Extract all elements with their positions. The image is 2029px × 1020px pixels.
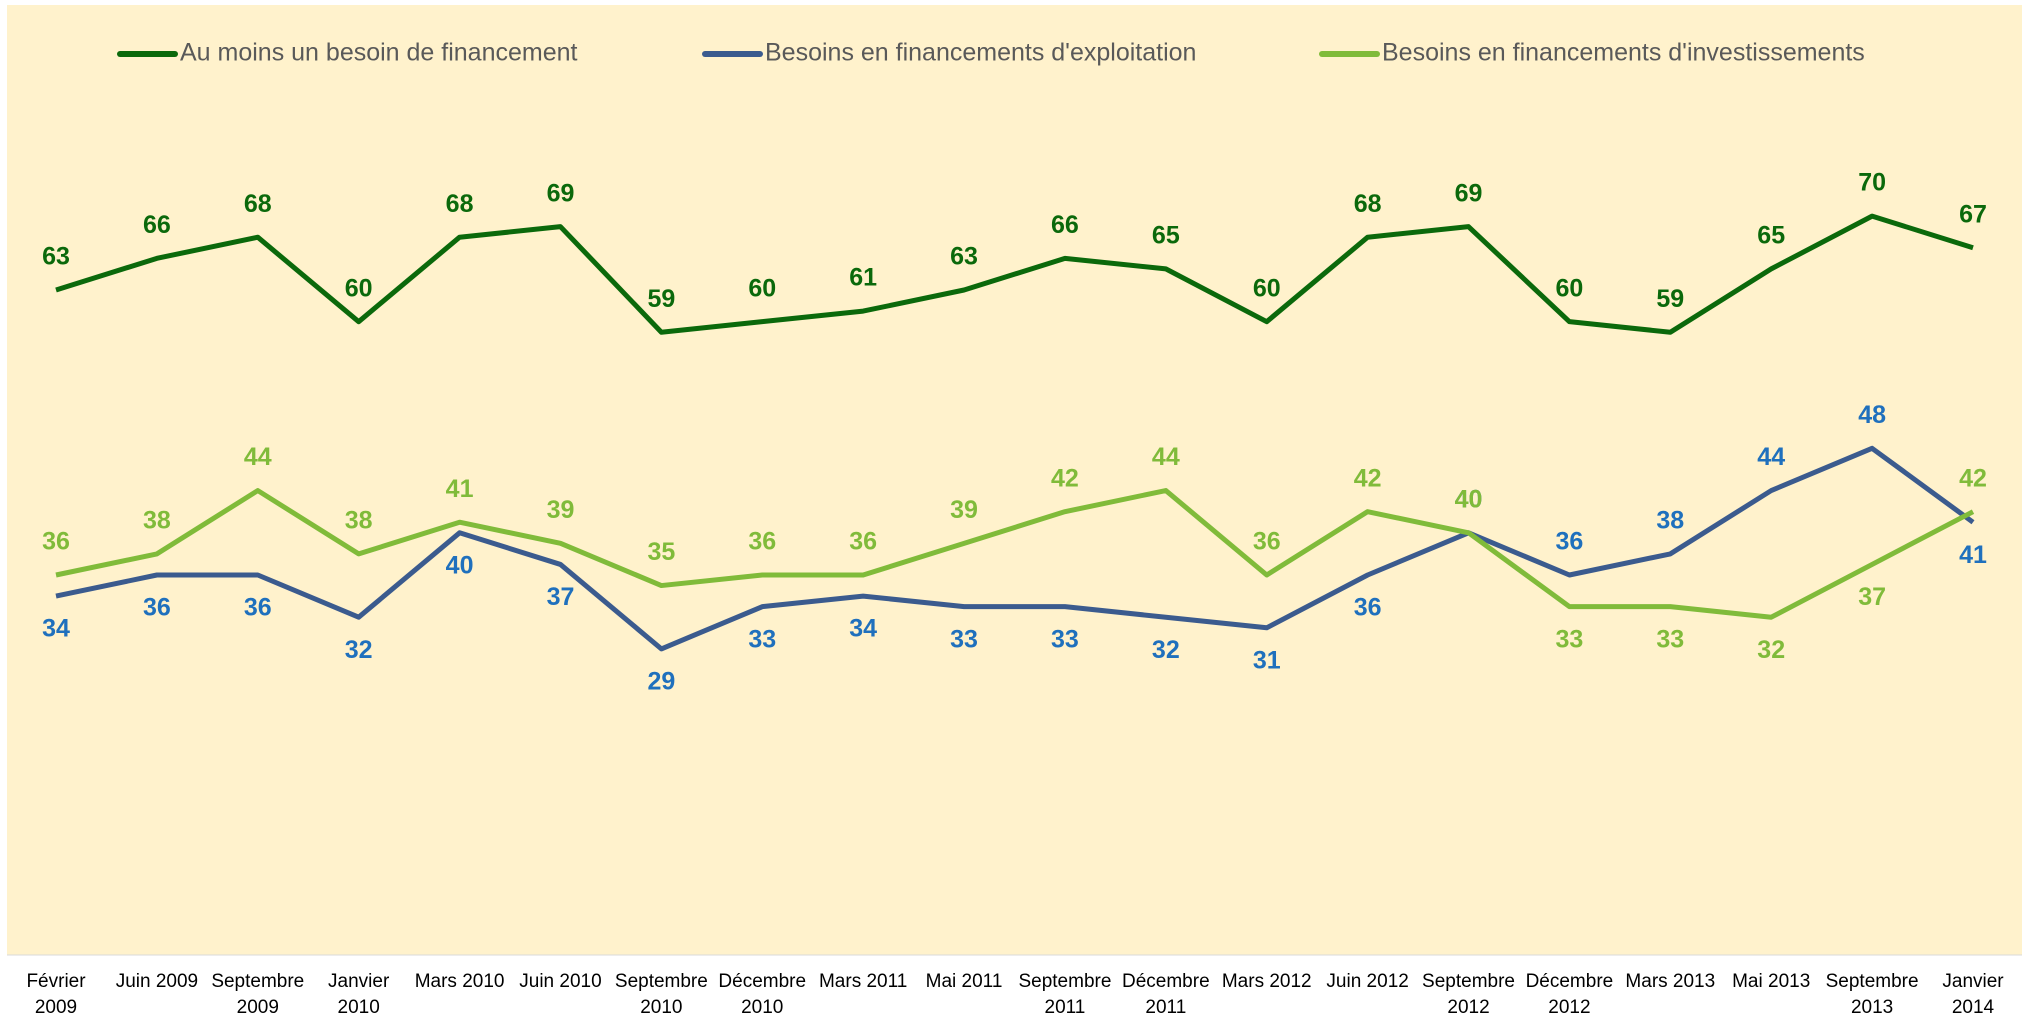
x-tick-label: Septembre 2012 <box>1422 971 1515 1018</box>
data-label: 38 <box>143 506 171 534</box>
data-label: 69 <box>547 179 575 207</box>
data-label: 44 <box>244 443 272 471</box>
data-label: 33 <box>748 625 776 653</box>
data-label: 66 <box>1051 211 1079 239</box>
data-label: 60 <box>345 274 373 302</box>
data-label: 33 <box>1656 625 1684 653</box>
data-label: 68 <box>244 190 272 218</box>
x-tick-label: Juin 2010 <box>519 971 601 992</box>
data-label: 60 <box>1253 274 1281 302</box>
x-tick-label: Juin 2009 <box>116 971 198 992</box>
data-label: 36 <box>143 594 171 622</box>
x-tick-label: Février 2009 <box>26 971 86 1018</box>
data-label: 32 <box>345 636 373 664</box>
data-label: 36 <box>1556 528 1584 556</box>
data-label: 59 <box>647 285 675 313</box>
data-label: 31 <box>1253 646 1281 674</box>
data-label: 34 <box>849 615 877 643</box>
data-label: 40 <box>446 551 474 579</box>
data-label: 68 <box>446 190 474 218</box>
data-label: 41 <box>446 475 474 503</box>
data-label: 36 <box>1253 528 1281 556</box>
data-label: 33 <box>1051 625 1079 653</box>
data-label: 42 <box>1959 464 1987 492</box>
data-label: 39 <box>547 496 575 524</box>
x-tick-label: Mai 2011 <box>926 971 1003 992</box>
data-label: 65 <box>1757 221 1785 249</box>
legend-label: Besoins en financements d'exploitation <box>765 39 1196 67</box>
x-tick-label: Mars 2011 <box>819 971 907 992</box>
data-label: 37 <box>547 583 575 611</box>
x-tick-label: Décembre 2010 <box>718 971 806 1018</box>
x-tick-label: Septembre 2011 <box>1018 971 1111 1018</box>
data-label: 33 <box>950 625 978 653</box>
series-line <box>55 213 1974 335</box>
data-label: 32 <box>1152 636 1180 664</box>
data-label: 68 <box>1354 190 1382 218</box>
data-label: 41 <box>1959 541 1987 569</box>
x-tick-label: Septembre 2009 <box>211 971 304 1018</box>
x-tick-label: Septembre 2013 <box>1826 971 1919 1018</box>
legend-label: Besoins en financements d'investissement… <box>1382 39 1865 67</box>
data-label: 40 <box>1455 485 1483 513</box>
x-tick-label: Décembre 2012 <box>1526 971 1614 1018</box>
x-tick-label: Septembre 2010 <box>615 971 708 1018</box>
data-label: 44 <box>1152 443 1180 471</box>
series-line <box>55 445 1975 652</box>
data-label: 36 <box>849 528 877 556</box>
data-label: 38 <box>1656 506 1684 534</box>
data-label: 36 <box>244 594 272 622</box>
x-tick-label: Décembre 2011 <box>1122 971 1210 1018</box>
x-tick-label: Mars 2010 <box>415 971 505 992</box>
data-label: 34 <box>42 615 70 643</box>
data-label: 65 <box>1152 221 1180 249</box>
data-label: 59 <box>1656 285 1684 313</box>
x-tick-label: Mai 2013 <box>1732 971 1810 992</box>
data-label: 32 <box>1757 636 1785 664</box>
x-tick-label: Juin 2012 <box>1326 971 1408 992</box>
data-label: 39 <box>950 496 978 524</box>
data-label: 35 <box>647 538 675 566</box>
data-label: 36 <box>748 528 776 556</box>
data-label: 67 <box>1959 200 1987 228</box>
data-label: 66 <box>143 211 171 239</box>
x-tick-label: Mars 2013 <box>1625 971 1715 992</box>
legend-label: Au moins un besoin de financement <box>180 39 578 67</box>
data-label: 63 <box>42 243 70 271</box>
data-label: 69 <box>1455 179 1483 207</box>
data-label: 60 <box>748 274 776 302</box>
data-label: 40 <box>1455 485 1483 513</box>
data-label: 61 <box>849 264 877 292</box>
data-label: 37 <box>1858 583 1886 611</box>
data-label: 33 <box>1556 625 1584 653</box>
data-label: 36 <box>42 528 70 556</box>
data-label: 36 <box>1354 594 1382 622</box>
data-label: 44 <box>1757 443 1785 471</box>
data-label: 63 <box>950 243 978 271</box>
data-label: 48 <box>1858 401 1886 429</box>
data-label: 29 <box>647 667 675 695</box>
plot-background <box>7 5 2022 955</box>
x-tick-label: Janvier 2014 <box>1942 971 2004 1018</box>
series-line <box>55 488 1975 620</box>
x-tick-label: Janvier 2010 <box>328 971 390 1018</box>
data-label: 38 <box>345 506 373 534</box>
data-label: 42 <box>1051 464 1079 492</box>
x-tick-label: Mars 2012 <box>1222 971 1312 992</box>
data-label: 42 <box>1354 464 1382 492</box>
data-label: 70 <box>1858 169 1886 197</box>
data-label: 60 <box>1556 274 1584 302</box>
